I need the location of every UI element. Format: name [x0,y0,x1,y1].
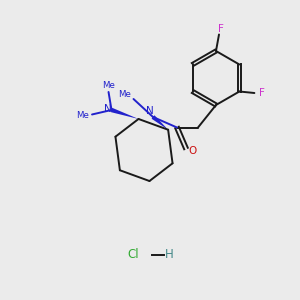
Text: O: O [188,146,197,157]
Text: Me: Me [118,90,131,99]
Text: H: H [165,248,174,262]
Text: F: F [259,88,265,98]
Text: N: N [104,104,112,114]
Text: Cl: Cl [128,248,139,262]
Text: Me: Me [76,112,89,121]
Polygon shape [152,115,168,130]
Text: Me: Me [102,81,115,90]
Polygon shape [111,108,139,119]
Text: N: N [146,106,153,116]
Text: F: F [218,23,224,34]
